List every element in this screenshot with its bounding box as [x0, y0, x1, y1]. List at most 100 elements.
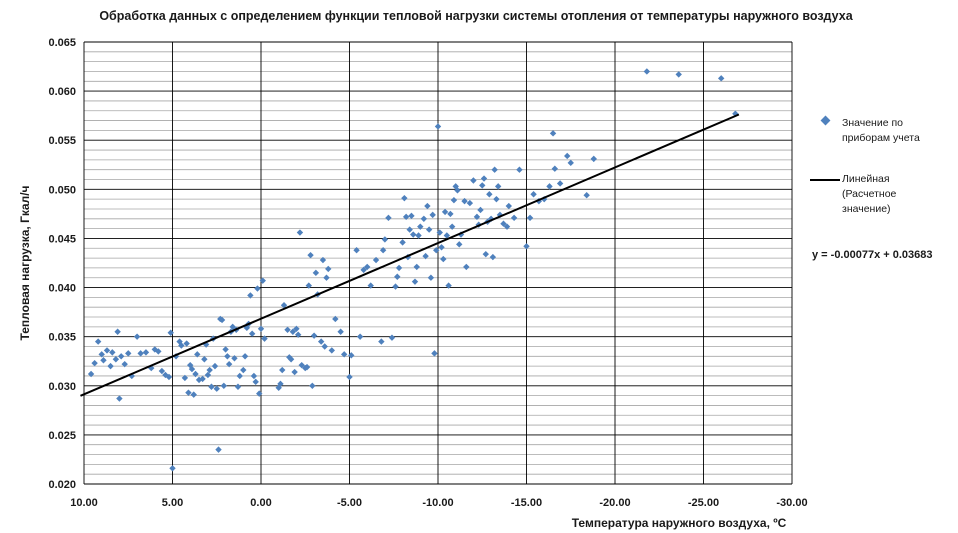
data-point	[402, 213, 410, 221]
data-point	[103, 347, 111, 354]
data-point	[590, 155, 597, 163]
data-point	[287, 356, 295, 363]
data-point	[183, 340, 190, 347]
data-point	[248, 330, 256, 337]
data-point	[121, 360, 128, 368]
data-point	[718, 75, 725, 82]
data-point	[564, 152, 571, 160]
trendline-equation: y = -0.00077x + 0.03683	[812, 249, 933, 261]
data-point	[279, 366, 286, 374]
data-point	[441, 208, 449, 216]
data-point	[456, 241, 463, 248]
data-point	[229, 323, 236, 331]
data-point	[155, 348, 162, 355]
data-point	[312, 269, 320, 277]
major-gridlines	[83, 41, 793, 485]
y-tick-label: 0.035	[48, 332, 76, 344]
x-tick-label: 0.00	[250, 497, 271, 509]
data-point	[289, 328, 297, 335]
data-point	[91, 359, 98, 367]
data-point	[201, 356, 208, 363]
x-tick-label: -25.00	[688, 497, 719, 509]
data-point	[307, 251, 314, 259]
data-point	[259, 277, 266, 284]
data-point	[454, 187, 461, 194]
data-point	[353, 247, 360, 254]
x-tick-label: -30.00	[776, 497, 807, 509]
data-point	[410, 231, 417, 238]
data-point	[415, 232, 422, 239]
data-point	[438, 244, 445, 251]
y-tick-label: 0.020	[48, 479, 76, 491]
data-point	[199, 375, 206, 383]
data-point	[257, 325, 265, 333]
data-point	[247, 292, 254, 299]
data-point	[445, 282, 452, 289]
data-point	[385, 214, 392, 222]
y-tick-label: 0.055	[48, 135, 76, 147]
data-point	[213, 385, 220, 392]
data-point	[116, 395, 123, 402]
data-point	[256, 390, 263, 397]
data-point	[294, 331, 302, 338]
x-tick-label: -5.00	[337, 497, 362, 509]
data-point	[309, 382, 316, 389]
data-point	[220, 382, 228, 389]
x-tick-label: 10.00	[70, 497, 98, 509]
x-tick-label: 5.00	[162, 497, 183, 509]
data-point	[192, 370, 199, 378]
data-point	[236, 372, 243, 380]
data-point	[431, 350, 438, 357]
legend-points-label-2: приборам учета	[842, 132, 920, 144]
data-point	[114, 328, 121, 335]
data-point	[137, 350, 144, 357]
data-point	[549, 130, 557, 137]
data-point	[372, 256, 380, 264]
data-point	[277, 380, 284, 388]
data-point	[178, 342, 185, 349]
data-point	[470, 177, 477, 184]
data-point	[424, 202, 431, 210]
x-tick-label: -10.00	[422, 497, 453, 509]
data-point	[461, 197, 468, 205]
data-point	[530, 191, 537, 198]
data-point	[399, 239, 406, 246]
data-point	[443, 232, 451, 239]
data-point	[364, 263, 371, 271]
data-point	[503, 223, 511, 230]
data-point	[323, 274, 330, 281]
data-point	[480, 175, 488, 182]
y-tick-label: 0.050	[48, 184, 76, 196]
data-point	[392, 283, 399, 290]
data-point	[429, 211, 436, 219]
data-point	[466, 199, 474, 207]
data-point	[254, 285, 261, 292]
y-axis-title: Тепловая нагрузка, Гкал/ч	[18, 185, 32, 340]
data-point	[556, 180, 564, 187]
data-point	[551, 165, 559, 172]
data-point	[356, 333, 364, 340]
data-point	[567, 159, 574, 167]
data-point	[190, 391, 197, 398]
data-point	[434, 123, 442, 130]
data-point	[500, 220, 507, 227]
data-point	[436, 229, 443, 236]
data-point	[133, 333, 141, 340]
data-point	[510, 214, 518, 222]
data-point	[395, 264, 403, 272]
data-point	[291, 368, 298, 376]
data-point	[319, 256, 327, 264]
data-point	[261, 335, 268, 342]
x-axis-title: Температура наружного воздуха, ºС	[572, 516, 787, 530]
data-point	[583, 192, 590, 199]
data-point	[473, 213, 481, 221]
y-tick-label: 0.030	[48, 381, 76, 393]
data-point	[420, 215, 428, 222]
legend-line-label-3: значение)	[842, 203, 891, 215]
data-point	[296, 229, 304, 236]
data-point	[208, 383, 215, 390]
data-point	[486, 191, 493, 198]
data-point	[225, 360, 233, 368]
data-point	[298, 361, 305, 369]
